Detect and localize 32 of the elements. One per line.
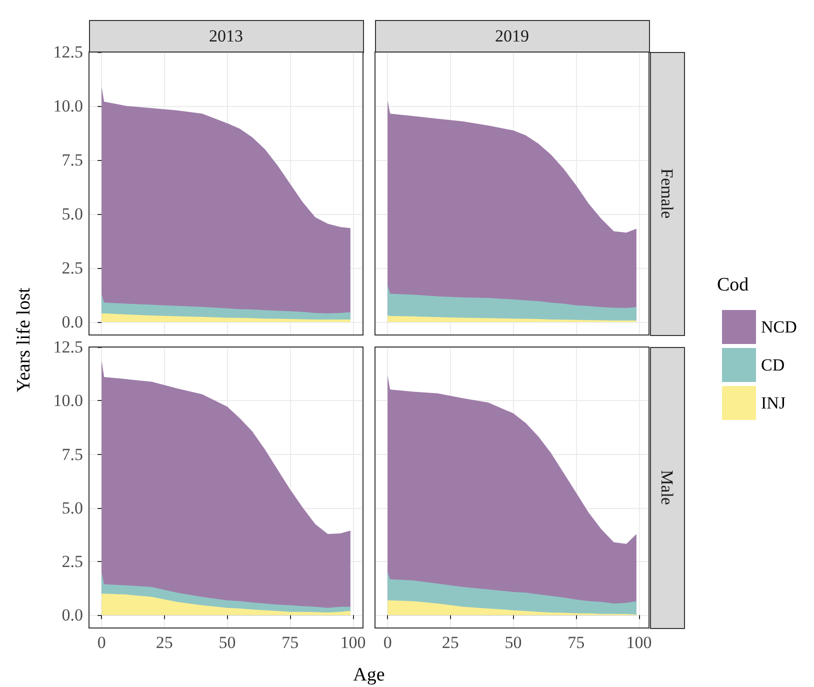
x-tick-label: 25 [442, 633, 459, 652]
x-tick-label: 0 [383, 633, 392, 652]
chart-title: 2013 [209, 26, 243, 46]
y-tick-label: 0.0 [62, 312, 83, 332]
y-tick-label: 12.5 [53, 42, 83, 62]
y-tick-label: 5.0 [62, 204, 83, 224]
y2-axis-title: Female [658, 168, 676, 219]
legend-label: NCD [761, 318, 797, 336]
x-tick-label: 100 [626, 633, 652, 652]
y-tick-label: 5.0 [62, 498, 83, 518]
y-tick-label: 0.0 [62, 606, 83, 625]
legend-title: Cod [717, 274, 750, 296]
y2-axis-title: Male [658, 470, 676, 505]
legend-label: CD [761, 356, 785, 374]
y-tick-label: 10.0 [53, 96, 83, 116]
x-tick-label: 50 [504, 633, 522, 652]
x-tick-label: 100 [340, 633, 366, 652]
y-tick-label: 7.5 [62, 444, 83, 464]
y-tick-label: 10.0 [53, 391, 83, 410]
legend-label: INJ [761, 394, 786, 412]
x-tick-label: 50 [218, 633, 236, 652]
chart-title: 2019 [495, 26, 529, 46]
x-tick-label: 0 [97, 633, 106, 652]
y-tick-label: 7.5 [62, 150, 83, 170]
y-tick-label: 12.5 [53, 338, 83, 356]
x-tick-label: 25 [156, 633, 173, 652]
y-tick-label: 2.5 [62, 258, 83, 278]
x-tick-label: 75 [282, 633, 299, 652]
y-axis-title: Years life lost [14, 286, 34, 392]
x-tick-label: 75 [568, 633, 585, 652]
y-tick-label: 2.5 [62, 552, 83, 572]
x-axis-title: Age [353, 664, 385, 686]
